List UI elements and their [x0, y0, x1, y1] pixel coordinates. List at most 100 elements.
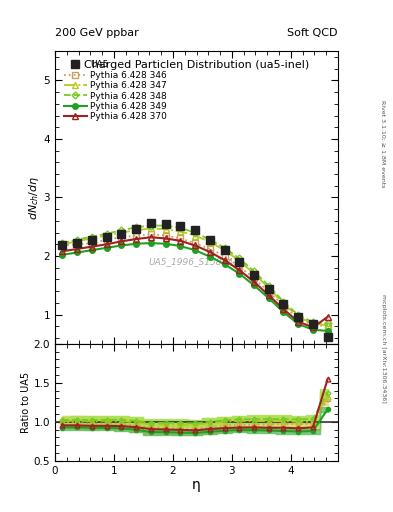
- Pythia 6.428 346: [222, 253, 227, 259]
- Line: Pythia 6.428 347: Pythia 6.428 347: [59, 225, 331, 328]
- Pythia 6.428 348: [193, 229, 197, 236]
- Pythia 6.428 348: [90, 233, 94, 240]
- Pythia 6.428 347: [310, 321, 315, 327]
- Pythia 6.428 346: [310, 322, 315, 328]
- Pythia 6.428 349: [134, 241, 138, 247]
- Pythia 6.428 347: [104, 232, 109, 239]
- Pythia 6.428 347: [193, 232, 197, 239]
- Pythia 6.428 349: [104, 245, 109, 251]
- Pythia 6.428 347: [237, 258, 242, 264]
- Pythia 6.428 349: [237, 270, 242, 276]
- UA5: [252, 272, 256, 278]
- Line: Pythia 6.428 349: Pythia 6.428 349: [60, 240, 331, 334]
- Text: Charged Particleη Distribution (ua5-inel): Charged Particleη Distribution (ua5-inel…: [84, 60, 309, 70]
- X-axis label: η: η: [192, 478, 201, 493]
- Pythia 6.428 349: [60, 252, 65, 258]
- Pythia 6.428 346: [193, 240, 197, 246]
- UA5: [281, 301, 286, 307]
- Pythia 6.428 349: [149, 240, 153, 246]
- Pythia 6.428 346: [266, 289, 271, 295]
- Pythia 6.428 347: [90, 236, 94, 242]
- Pythia 6.428 346: [252, 275, 256, 281]
- Pythia 6.428 346: [75, 241, 79, 247]
- Pythia 6.428 370: [310, 324, 315, 330]
- Pythia 6.428 346: [281, 303, 286, 309]
- Pythia 6.428 349: [193, 247, 197, 253]
- UA5: [90, 237, 94, 243]
- Pythia 6.428 349: [178, 243, 183, 249]
- UA5: [208, 237, 212, 243]
- Pythia 6.428 349: [163, 241, 168, 247]
- UA5: [193, 227, 197, 233]
- Pythia 6.428 370: [75, 246, 79, 252]
- Pythia 6.428 370: [149, 234, 153, 240]
- Pythia 6.428 370: [208, 249, 212, 255]
- Pythia 6.428 347: [60, 241, 65, 247]
- Pythia 6.428 349: [119, 242, 124, 248]
- Pythia 6.428 348: [104, 231, 109, 237]
- Pythia 6.428 346: [237, 264, 242, 270]
- Y-axis label: $dN_{ch}/d\eta$: $dN_{ch}/d\eta$: [27, 175, 41, 220]
- UA5: [149, 220, 153, 226]
- Pythia 6.428 370: [281, 306, 286, 312]
- Legend: UA5, Pythia 6.428 346, Pythia 6.428 347, Pythia 6.428 348, Pythia 6.428 349, Pyt: UA5, Pythia 6.428 346, Pythia 6.428 347,…: [62, 59, 169, 123]
- Pythia 6.428 346: [60, 242, 65, 248]
- Pythia 6.428 349: [75, 249, 79, 255]
- Pythia 6.428 348: [310, 319, 315, 325]
- Pythia 6.428 346: [90, 240, 94, 246]
- Pythia 6.428 348: [163, 223, 168, 229]
- Pythia 6.428 346: [163, 232, 168, 239]
- Pythia 6.428 346: [208, 246, 212, 252]
- Pythia 6.428 348: [266, 283, 271, 289]
- Pythia 6.428 348: [134, 224, 138, 230]
- Pythia 6.428 347: [222, 247, 227, 253]
- Pythia 6.428 370: [237, 267, 242, 273]
- Pythia 6.428 349: [222, 261, 227, 267]
- Line: UA5: UA5: [59, 220, 331, 340]
- Y-axis label: Ratio to UA5: Ratio to UA5: [21, 372, 31, 433]
- Pythia 6.428 346: [149, 231, 153, 238]
- UA5: [325, 334, 330, 340]
- Pythia 6.428 370: [119, 238, 124, 244]
- Pythia 6.428 346: [119, 234, 124, 240]
- UA5: [60, 242, 65, 248]
- Pythia 6.428 346: [296, 315, 301, 322]
- Pythia 6.428 370: [60, 248, 65, 254]
- Pythia 6.428 348: [237, 255, 242, 262]
- UA5: [237, 259, 242, 265]
- Line: Pythia 6.428 348: Pythia 6.428 348: [60, 223, 330, 326]
- Pythia 6.428 347: [134, 227, 138, 233]
- Pythia 6.428 370: [104, 241, 109, 247]
- Pythia 6.428 348: [222, 245, 227, 251]
- UA5: [104, 234, 109, 240]
- Pythia 6.428 347: [119, 229, 124, 236]
- Pythia 6.428 370: [296, 318, 301, 325]
- Pythia 6.428 370: [325, 314, 330, 320]
- Pythia 6.428 348: [281, 298, 286, 305]
- UA5: [178, 223, 183, 229]
- Pythia 6.428 346: [178, 236, 183, 242]
- UA5: [296, 314, 301, 320]
- Pythia 6.428 348: [149, 223, 153, 229]
- UA5: [310, 321, 315, 327]
- Text: UA5_1996_S1583476: UA5_1996_S1583476: [148, 258, 245, 266]
- UA5: [134, 226, 138, 232]
- Pythia 6.428 349: [266, 295, 271, 301]
- Pythia 6.428 348: [178, 225, 183, 231]
- Pythia 6.428 347: [163, 226, 168, 232]
- Pythia 6.428 370: [252, 279, 256, 285]
- Pythia 6.428 349: [281, 309, 286, 315]
- Pythia 6.428 348: [119, 227, 124, 233]
- Pythia 6.428 349: [90, 247, 94, 253]
- UA5: [75, 240, 79, 246]
- Pythia 6.428 349: [296, 321, 301, 327]
- Pythia 6.428 370: [163, 236, 168, 242]
- Pythia 6.428 347: [208, 239, 212, 245]
- Pythia 6.428 347: [281, 301, 286, 307]
- Pythia 6.428 347: [266, 285, 271, 291]
- Pythia 6.428 349: [208, 253, 212, 260]
- Pythia 6.428 347: [75, 238, 79, 244]
- Pythia 6.428 348: [75, 237, 79, 243]
- Pythia 6.428 349: [325, 328, 330, 334]
- UA5: [119, 231, 124, 237]
